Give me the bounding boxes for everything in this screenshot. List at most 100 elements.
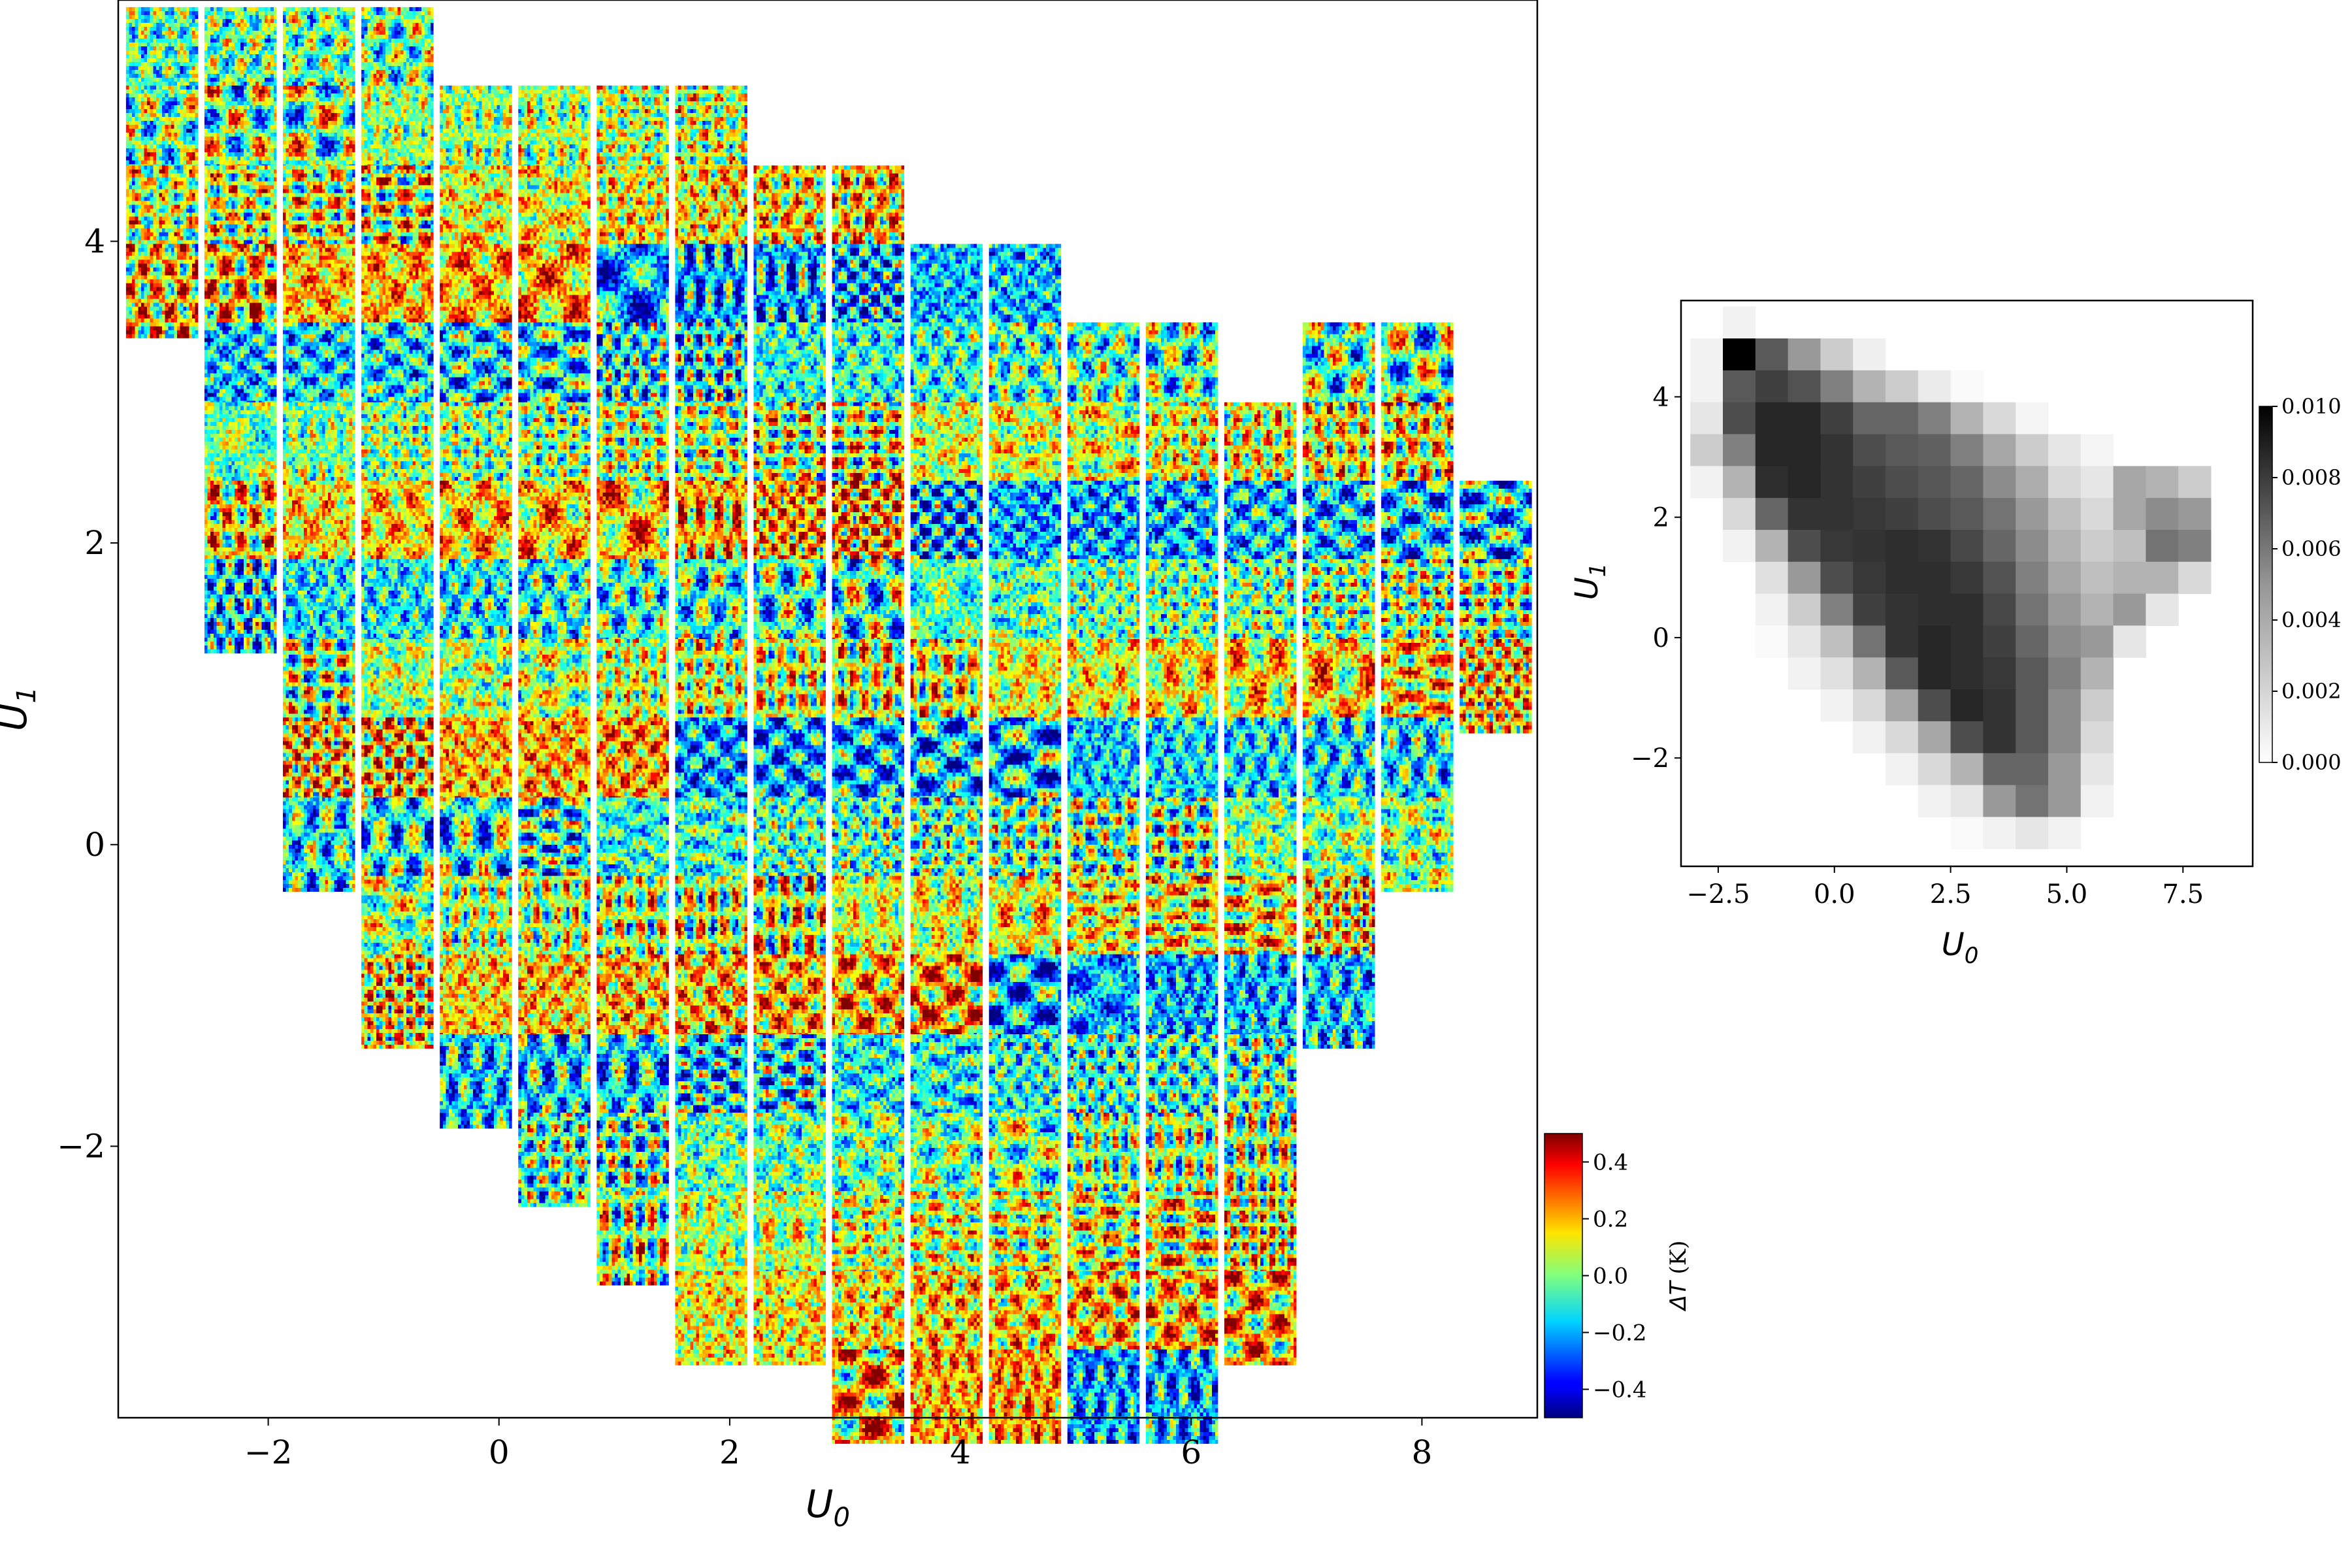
density-cell bbox=[1788, 530, 1821, 563]
density-cell bbox=[1886, 498, 1919, 531]
temperature-tile bbox=[753, 1191, 826, 1286]
density-cell bbox=[1755, 402, 1789, 435]
density-cell bbox=[2146, 593, 2179, 626]
density-cell bbox=[1788, 338, 1821, 371]
temperature-colorbar-tick-label: −0.4 bbox=[1593, 1377, 1647, 1403]
temperature-tile bbox=[832, 1349, 905, 1444]
temperature-tile bbox=[1067, 559, 1140, 654]
density-cell bbox=[1886, 466, 1919, 498]
density-cell bbox=[1755, 498, 1789, 531]
main-panel: −2 0 2 4 6 8 −2 0 2 4 U0 U1 bbox=[0, 0, 1539, 1533]
temperature-tile bbox=[440, 559, 512, 654]
temperature-tile bbox=[518, 85, 591, 180]
temperature-tile bbox=[1224, 1271, 1297, 1365]
density-cell bbox=[1918, 370, 1952, 403]
density-cell bbox=[1918, 625, 1952, 658]
density-cell bbox=[1886, 402, 1919, 435]
density-cell bbox=[2146, 561, 2179, 595]
density-cell bbox=[1820, 434, 1854, 466]
density-colorbar-tick-label: 0.000 bbox=[2281, 750, 2342, 775]
density-cell bbox=[1983, 402, 2016, 435]
density-plot-frame bbox=[1680, 299, 2254, 868]
density-heatmap bbox=[1690, 306, 2212, 849]
density-cell bbox=[2048, 434, 2082, 466]
temperature-tile bbox=[988, 1349, 1062, 1444]
density-cell bbox=[2016, 753, 2049, 786]
density-cell bbox=[2146, 466, 2179, 498]
density-cell bbox=[1918, 434, 1952, 466]
temperature-tile bbox=[440, 85, 512, 180]
density-cell bbox=[2048, 625, 2082, 658]
density-cell bbox=[2048, 689, 2082, 722]
density-cell bbox=[1755, 561, 1789, 595]
temperature-tile bbox=[518, 1113, 591, 1207]
temperature-tile bbox=[1224, 954, 1297, 1049]
density-cell bbox=[1950, 434, 1984, 466]
temperature-tile bbox=[440, 954, 512, 1049]
density-y-tick-label: 4 bbox=[1653, 382, 1669, 412]
density-cell bbox=[2016, 657, 2049, 690]
density-cell bbox=[2048, 498, 2082, 531]
temperature-colorbar-tick-label: 0.4 bbox=[1593, 1150, 1628, 1176]
density-cell bbox=[1690, 402, 1723, 435]
density-cell bbox=[1853, 498, 1886, 531]
density-x-tick-label: 2.5 bbox=[1930, 879, 1972, 909]
temperature-colorbar-tick-label: 0.2 bbox=[1593, 1207, 1628, 1233]
main-x-tick-label: 2 bbox=[719, 1433, 740, 1471]
density-cell bbox=[1755, 625, 1789, 658]
temperature-tile bbox=[596, 85, 669, 180]
density-cell bbox=[2016, 689, 2049, 722]
temperature-tile bbox=[518, 954, 591, 1049]
density-cell bbox=[1918, 402, 1952, 435]
temperature-tile bbox=[988, 954, 1062, 1049]
main-x-tick-label: 6 bbox=[1181, 1433, 1201, 1471]
temperature-tile bbox=[988, 1191, 1062, 1286]
density-cell bbox=[1886, 689, 1919, 722]
temperature-tile bbox=[910, 717, 983, 812]
density-cell bbox=[2048, 530, 2082, 563]
density-cell bbox=[1950, 402, 1984, 435]
density-x-tick-label: 0.0 bbox=[1814, 879, 1855, 909]
temperature-tile bbox=[832, 559, 905, 654]
density-y-tick-label: −2 bbox=[1631, 743, 1669, 774]
temperature-tile bbox=[675, 717, 747, 812]
density-cell bbox=[2080, 625, 2114, 658]
density-cell bbox=[1886, 434, 1919, 466]
density-x-ticks: −2.5 0.0 2.5 5.0 7.5 bbox=[1686, 866, 2204, 909]
temperature-tile bbox=[1067, 322, 1140, 417]
density-cell bbox=[2048, 561, 2082, 595]
density-cell bbox=[2048, 753, 2082, 786]
density-cell bbox=[1918, 721, 1952, 754]
temperature-tile bbox=[1303, 322, 1375, 417]
density-cell bbox=[2080, 689, 2114, 722]
main-y-tick-label: 0 bbox=[84, 826, 105, 864]
density-cell bbox=[1983, 689, 2016, 722]
main-y-tick-label: −2 bbox=[57, 1127, 105, 1165]
density-cell bbox=[2080, 434, 2114, 466]
density-cell bbox=[1853, 689, 1886, 722]
density-cell bbox=[1820, 530, 1854, 563]
temperature-tile bbox=[1145, 954, 1218, 1049]
density-cell bbox=[1950, 721, 1984, 754]
temperature-tile bbox=[1145, 559, 1218, 654]
density-cell bbox=[1886, 370, 1919, 403]
density-cell bbox=[2080, 721, 2114, 754]
temperature-tile bbox=[675, 322, 747, 417]
temperature-tile bbox=[596, 322, 669, 417]
temperature-tile bbox=[361, 717, 434, 812]
density-cell bbox=[1886, 625, 1919, 658]
density-cell bbox=[1983, 498, 2016, 531]
density-colorbar-tick-label: 0.006 bbox=[2281, 536, 2342, 561]
density-cell bbox=[1820, 370, 1854, 403]
main-x-tick-label: −2 bbox=[244, 1433, 293, 1471]
temperature-tile bbox=[910, 559, 983, 654]
temperature-tile bbox=[910, 1349, 983, 1444]
main-x-tick-label: 8 bbox=[1412, 1433, 1433, 1471]
density-cell bbox=[2048, 466, 2082, 498]
temperature-tile bbox=[440, 717, 512, 812]
density-cell bbox=[1755, 434, 1789, 466]
temperature-tile bbox=[596, 559, 669, 654]
density-cell bbox=[1723, 434, 1756, 466]
density-cell bbox=[1983, 561, 2016, 595]
